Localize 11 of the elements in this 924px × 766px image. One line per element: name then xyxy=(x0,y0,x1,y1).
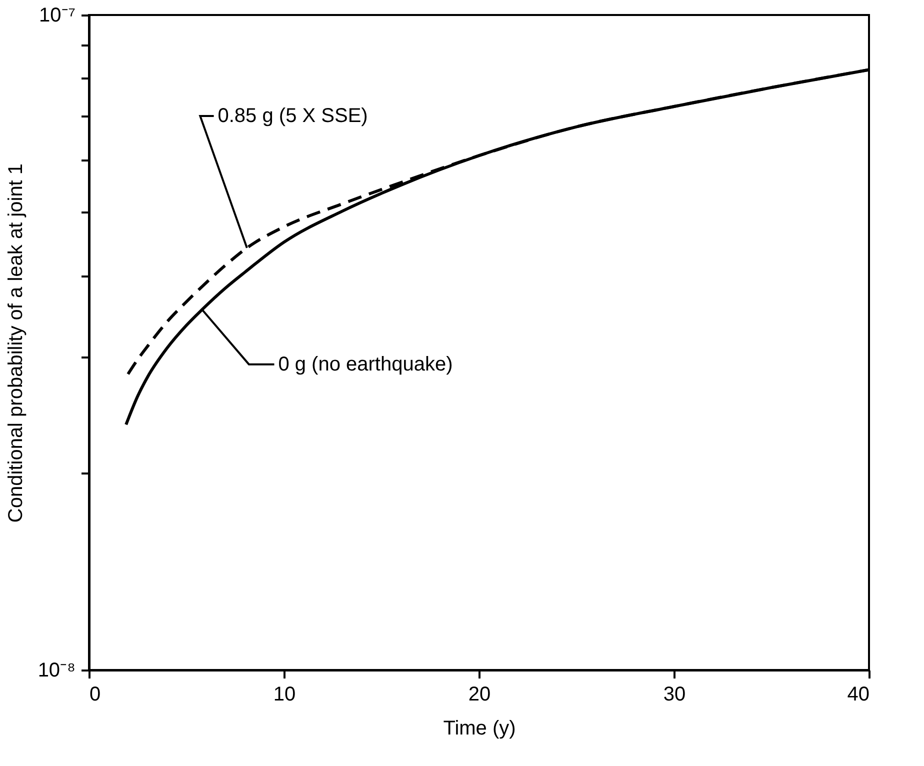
annotation: 0 g (no earthquake) xyxy=(278,353,453,376)
x-tick-label: 30 xyxy=(663,684,686,706)
annotation: 0.85 g (5 X SSE) xyxy=(218,104,368,127)
x-tick-label: 20 xyxy=(468,684,491,706)
x-tick-label: 0 xyxy=(90,684,101,706)
x-axis-title: Time (y) xyxy=(443,718,516,740)
y-axis-title: Conditional probability of a leak at joint 1 xyxy=(4,163,27,523)
y-tick-label: 10⁻⁷ xyxy=(39,4,76,26)
x-tick-label: 40 xyxy=(847,684,870,706)
y-tick-label: 10⁻⁸ xyxy=(38,660,76,682)
x-tick-label: 10 xyxy=(273,684,296,706)
